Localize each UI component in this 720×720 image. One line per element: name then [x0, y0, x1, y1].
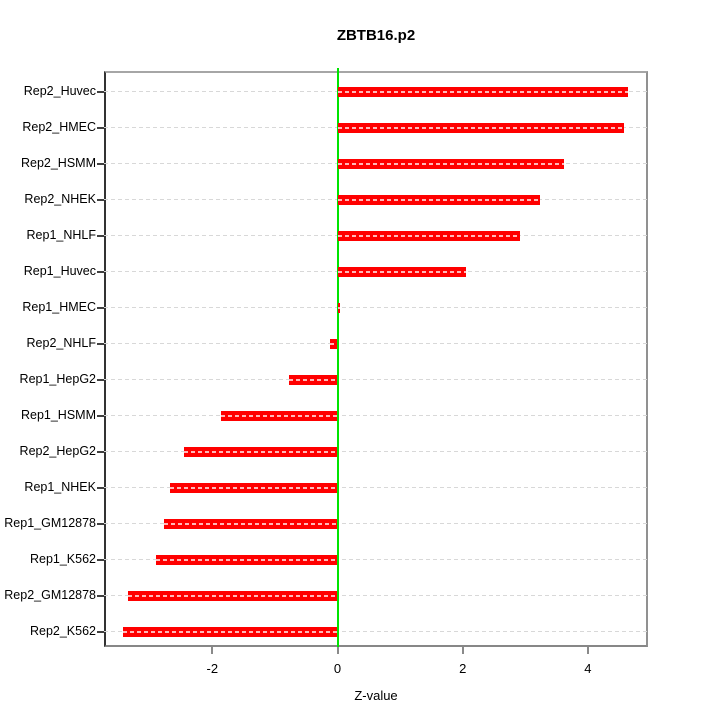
- y-axis-tick: [97, 450, 104, 453]
- bar-dash-pattern: [337, 198, 540, 201]
- y-axis-tick: [97, 414, 104, 417]
- y-axis-tick: [97, 270, 104, 273]
- x-axis-title: Z-value: [354, 688, 398, 703]
- bar: [329, 338, 338, 349]
- bar: [337, 194, 540, 205]
- bar-dash-pattern: [337, 234, 521, 237]
- gridline: [104, 595, 648, 596]
- y-axis-tick: [97, 234, 104, 237]
- category-label: Rep2_K562: [29, 623, 96, 638]
- bar: [183, 446, 338, 457]
- y-axis-tick: [97, 162, 104, 165]
- y-axis-tick: [97, 90, 104, 93]
- x-tick-label: 4: [584, 661, 592, 676]
- category-label: Rep1_GM12878: [4, 515, 96, 530]
- gridline: [104, 523, 648, 524]
- gridline: [104, 451, 648, 452]
- bar-dash-pattern: [123, 630, 338, 633]
- chart-title: ZBTB16.p2: [336, 27, 416, 44]
- bar: [123, 626, 338, 637]
- gridline: [104, 487, 648, 488]
- category-label: Rep2_NHLF: [26, 335, 96, 350]
- y-axis-tick: [97, 378, 104, 381]
- gridline: [104, 559, 648, 560]
- bar-dash-pattern: [155, 558, 338, 561]
- zero-reference-line: [336, 68, 339, 650]
- category-label: Rep2_GM12878: [4, 587, 96, 602]
- y-axis-tick: [97, 522, 104, 525]
- category-label: Rep1_NHEK: [24, 479, 96, 494]
- category-label: Rep1_HMEC: [22, 299, 96, 314]
- x-tick-label: 2: [459, 661, 467, 676]
- x-axis-tick: [211, 647, 214, 654]
- gridline: [104, 631, 648, 632]
- category-label: Rep2_HMEC: [22, 119, 96, 134]
- bar: [169, 482, 338, 493]
- category-label: Rep1_NHLF: [26, 227, 96, 242]
- bar-dash-pattern: [289, 378, 338, 381]
- bar: [164, 518, 338, 529]
- x-axis-tick: [586, 647, 589, 654]
- bar: [337, 158, 565, 169]
- y-axis-tick: [97, 486, 104, 489]
- bar: [337, 122, 625, 133]
- x-axis-tick: [336, 647, 339, 654]
- category-label: Rep1_K562: [29, 551, 96, 566]
- y-axis-tick: [97, 126, 104, 129]
- category-label: Rep1_Huvec: [23, 263, 96, 278]
- bar-dash-pattern: [337, 90, 628, 93]
- gridline: [104, 379, 648, 380]
- bar: [155, 554, 338, 565]
- bar: [127, 590, 338, 601]
- y-axis-tick: [97, 558, 104, 561]
- category-label: Rep2_NHEK: [24, 191, 96, 206]
- category-label: Rep2_HSMM: [20, 155, 96, 170]
- bar-dash-pattern: [169, 486, 338, 489]
- gridline: [104, 307, 648, 308]
- y-axis-tick: [97, 198, 104, 201]
- bar-dash-pattern: [127, 594, 338, 597]
- bar-dash-pattern: [337, 126, 625, 129]
- bar-dash-pattern: [337, 162, 565, 165]
- bar: [221, 410, 338, 421]
- y-axis-tick: [97, 306, 104, 309]
- x-tick-label: -2: [206, 661, 219, 676]
- y-axis-tick: [97, 630, 104, 633]
- y-axis-tick: [97, 594, 104, 597]
- bar: [337, 266, 467, 277]
- bar-dash-pattern: [183, 450, 338, 453]
- y-axis-tick: [97, 342, 104, 345]
- gridline: [104, 343, 648, 344]
- x-axis-tick: [461, 647, 464, 654]
- x-tick-label: 0: [333, 661, 342, 676]
- bar: [289, 374, 338, 385]
- bar-dash-pattern: [164, 522, 338, 525]
- bar-dash-pattern: [221, 414, 338, 417]
- bar-dash-pattern: [337, 306, 340, 309]
- bar-dash-pattern: [337, 270, 467, 273]
- category-label: Rep1_HSMM: [20, 407, 96, 422]
- category-label: Rep2_HepG2: [19, 443, 96, 458]
- bar: [337, 86, 628, 97]
- category-label: Rep1_HepG2: [19, 371, 96, 386]
- gridline: [104, 415, 648, 416]
- bar: [337, 230, 521, 241]
- bar-dash-pattern: [329, 342, 338, 345]
- bar: [337, 302, 340, 313]
- category-label: Rep2_Huvec: [23, 83, 96, 98]
